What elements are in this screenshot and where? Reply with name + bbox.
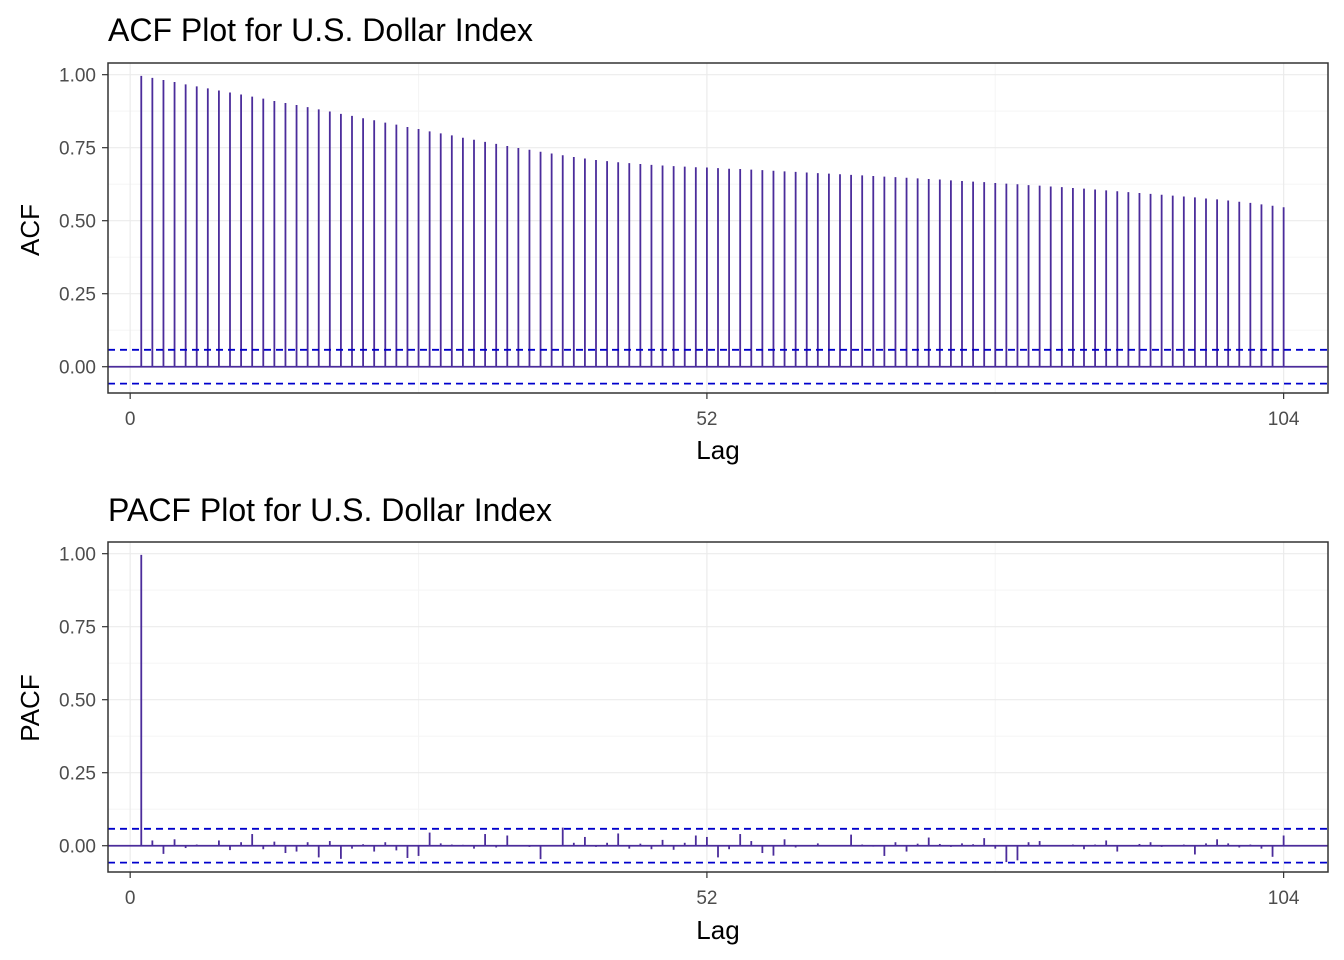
acf-reference-lines (108, 348, 1328, 385)
acf-x-tick-label: 104 (1268, 409, 1300, 430)
acf-axis-ticks: 0.00 0.25 0.50 0.75 1.00 0 52 104 (59, 66, 1300, 430)
acf-x-tick-label: 52 (696, 409, 717, 430)
pacf-gridlines (108, 542, 1328, 872)
pacf-y-tick-label: 0.75 (59, 618, 96, 639)
acf-y-axis-title: ACF (15, 204, 45, 256)
pacf-bars (140, 554, 1285, 863)
acf-y-tick-label: 0.75 (59, 139, 96, 160)
pacf-y-tick-label: 1.00 (59, 545, 96, 566)
pacf-y-tick-label: 0.25 (59, 764, 96, 785)
acf-y-tick-label: 0.00 (59, 358, 96, 379)
acf-y-tick-label: 0.50 (59, 212, 96, 233)
acf-chart-title: ACF Plot for U.S. Dollar Index (108, 12, 533, 48)
pacf-y-tick-label: 0.50 (59, 691, 96, 712)
pacf-x-tick-label: 104 (1268, 888, 1300, 909)
acf-bars (140, 75, 1285, 367)
acf-panel-border (107, 62, 1329, 394)
pacf-x-tick-label: 52 (696, 888, 717, 909)
pacf-x-axis-title: Lag (696, 915, 739, 945)
pacf-reference-lines (108, 827, 1328, 864)
pacf-panel-border (107, 541, 1329, 873)
pacf-x-tick-label: 0 (125, 888, 136, 909)
pacf-chart-title: PACF Plot for U.S. Dollar Index (108, 492, 552, 528)
acf-y-tick-label: 1.00 (59, 66, 96, 87)
acf-x-axis-title: Lag (696, 435, 739, 465)
pacf-axis-ticks: 0.00 0.25 0.50 0.75 1.00 0 52 104 (59, 545, 1300, 909)
pacf-y-axis-title: PACF (15, 674, 45, 741)
acf-y-tick-label: 0.25 (59, 285, 96, 306)
pacf-y-tick-label: 0.00 (59, 837, 96, 858)
acf-x-tick-label: 0 (125, 409, 136, 430)
pacf-chart: PACF Plot for U.S. Dollar Index PACF Lag… (15, 492, 1329, 945)
acf-chart: ACF Plot for U.S. Dollar Index ACF Lag 0… (15, 12, 1329, 465)
